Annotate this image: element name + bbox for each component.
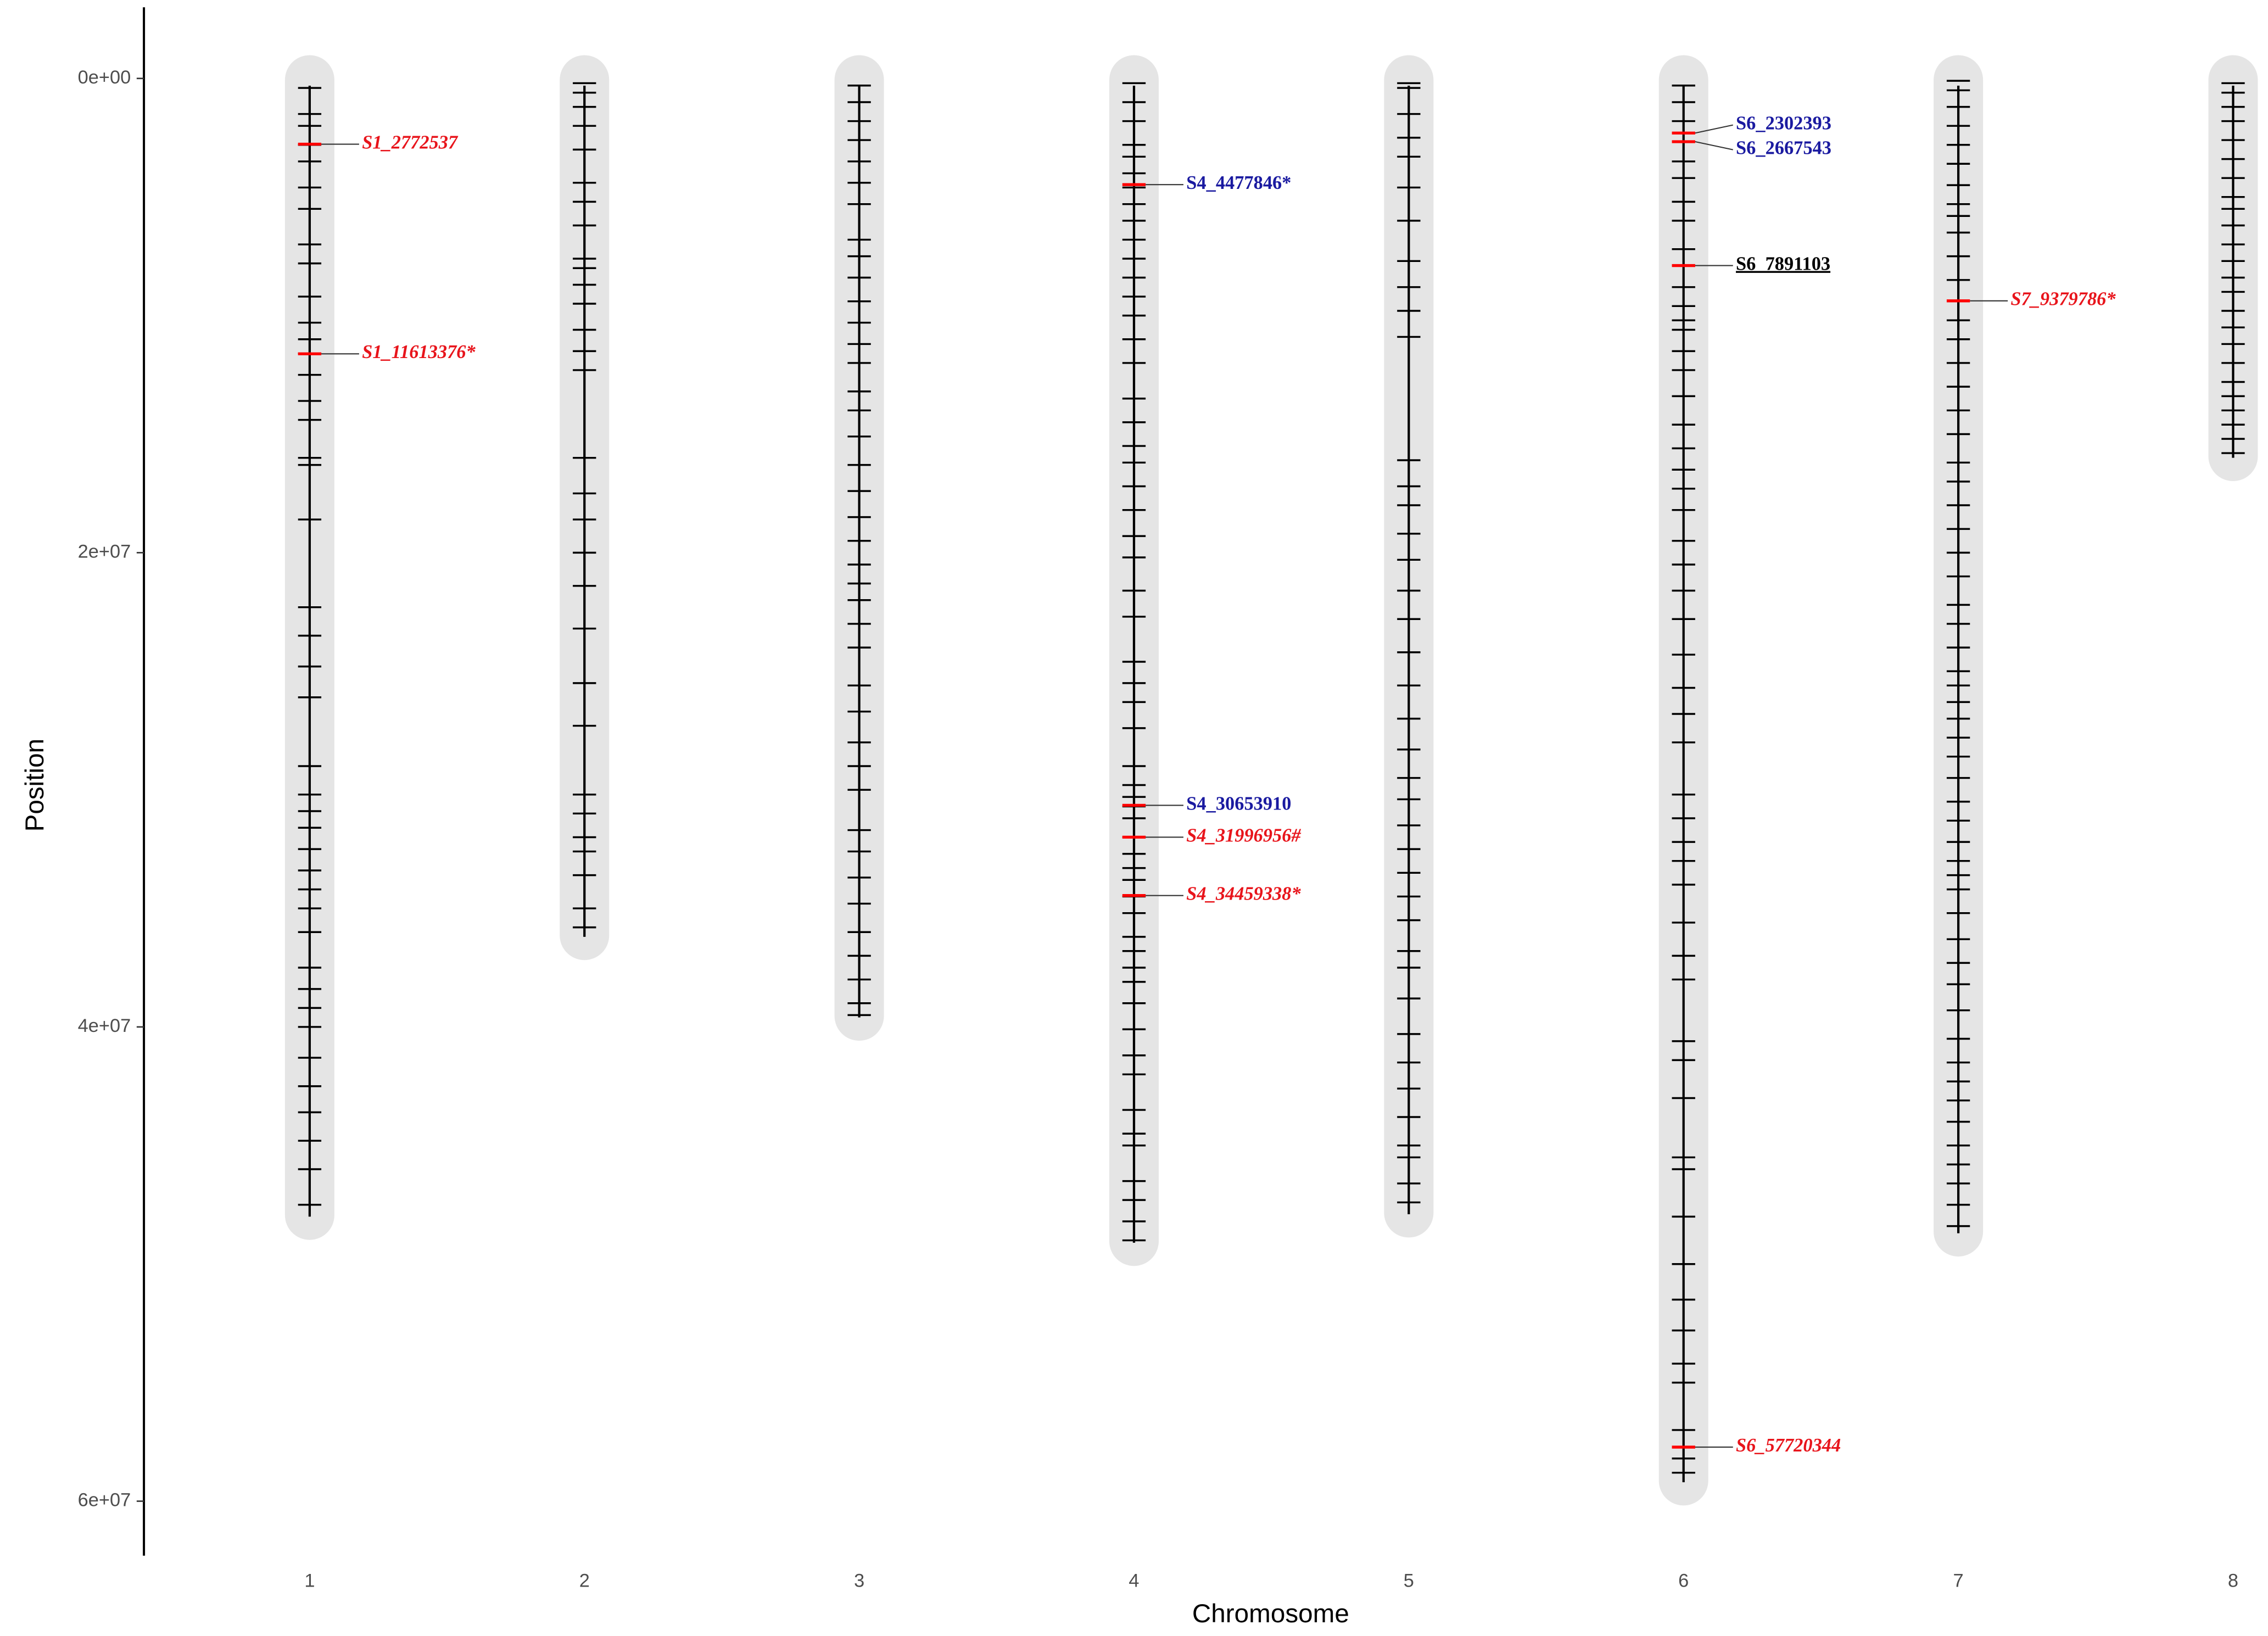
highlight-label: S4_31996956#	[1186, 825, 1301, 846]
x-tick-label: 6	[1678, 1571, 1689, 1592]
highlight-label: S1_2772537	[362, 132, 459, 153]
x-tick-label: 8	[2228, 1571, 2238, 1592]
highlight-label: S6_57720344	[1736, 1435, 1841, 1456]
y-tick-label: 6e+07	[78, 1490, 131, 1511]
highlight-label: S6_2667543	[1736, 138, 1831, 159]
highlight-label: S4_30653910	[1186, 793, 1291, 814]
highlight-label: S7_9379786*	[2010, 289, 2116, 310]
highlight-label: S4_4477846*	[1186, 172, 1291, 193]
y-tick-label: 2e+07	[78, 541, 131, 562]
x-tick-label: 4	[1129, 1571, 1139, 1592]
x-tick-label: 7	[1953, 1571, 1964, 1592]
x-tick-label: 1	[304, 1571, 315, 1592]
y-axis-title: Position	[20, 739, 49, 831]
highlight-label: S6_7891103	[1736, 253, 1830, 274]
highlight-label: S1_11613376*	[362, 342, 476, 362]
highlight-connector	[1695, 124, 1733, 134]
highlight-connector	[1695, 141, 1733, 150]
y-tick-label: 0e+00	[78, 67, 131, 88]
highlight-label: S6_2302393	[1736, 113, 1831, 134]
y-tick-label: 4e+07	[78, 1015, 131, 1036]
x-tick-label: 2	[579, 1571, 590, 1592]
x-axis-title: Chromosome	[1192, 1599, 1349, 1628]
x-tick-label: 3	[854, 1571, 864, 1592]
x-tick-label: 5	[1404, 1571, 1414, 1592]
highlight-label: S4_34459338*	[1186, 884, 1301, 904]
